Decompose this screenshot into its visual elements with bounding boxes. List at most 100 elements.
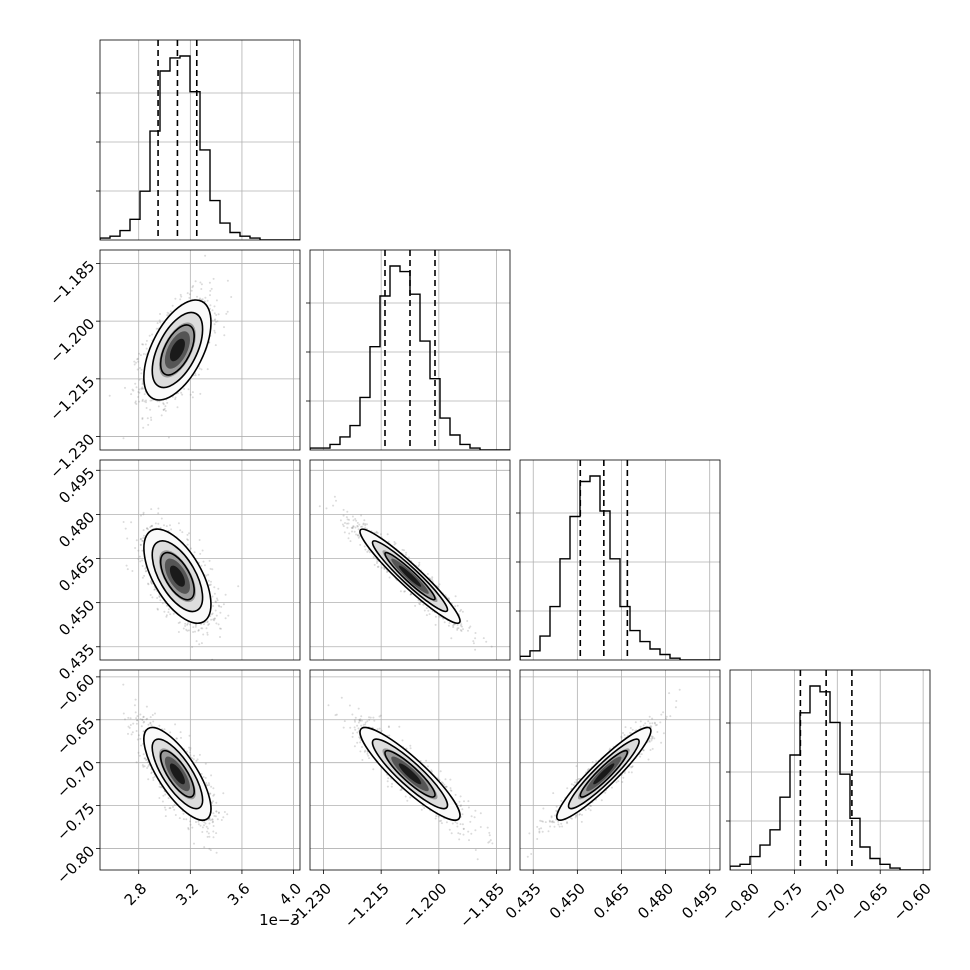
density-level: [398, 565, 422, 587]
scatter-point: [207, 579, 210, 582]
scatter-point: [393, 541, 396, 543]
panel-frame: [99, 249, 301, 451]
scatter-point: [201, 298, 204, 301]
scatter-point: [223, 334, 226, 337]
scatter-point: [188, 629, 190, 632]
scatter-point: [137, 360, 140, 363]
scatter-point: [195, 640, 198, 643]
scatter-point: [166, 604, 168, 607]
scatter-point: [191, 646, 194, 648]
scatter-point: [141, 343, 144, 346]
scatter-point: [150, 581, 152, 583]
scatter-point: [376, 560, 379, 563]
scatter-point: [346, 526, 349, 529]
scatter-point: [214, 609, 217, 612]
scatter-point: [351, 527, 354, 530]
scatter-point: [173, 803, 176, 806]
scatter-point: [136, 357, 139, 360]
scatter-point: [456, 628, 459, 631]
scatter-point: [145, 527, 148, 530]
scatter-point: [339, 519, 342, 522]
scatter-point: [209, 289, 212, 292]
scatter-point: [217, 812, 220, 814]
scatter-point: [198, 367, 201, 370]
scatter-point: [178, 817, 181, 820]
scatter-point: [142, 730, 145, 733]
scatter-point: [204, 254, 207, 257]
contour-line: [151, 540, 204, 613]
scatter-point: [213, 312, 216, 315]
scatter-point: [135, 403, 138, 405]
scatter-point: [141, 539, 144, 542]
scatter-point: [187, 827, 190, 829]
scatter-point: [193, 754, 195, 757]
scatter-point: [206, 631, 209, 634]
scatter-point: [141, 559, 144, 562]
scatter-point: [352, 525, 355, 528]
scatter-point: [177, 631, 180, 633]
scatter-point: [354, 526, 357, 529]
scatter-point: [188, 532, 190, 535]
scatter-point: [394, 542, 397, 545]
scatter-point: [188, 296, 191, 299]
scatter-point: [376, 562, 378, 564]
scatter-point: [190, 289, 193, 292]
scatter-point: [442, 617, 445, 620]
scatter-point: [166, 314, 169, 317]
scatter-point: [139, 538, 142, 541]
panel-frame: [309, 459, 511, 661]
scatter-point: [143, 574, 146, 577]
scatter-point: [199, 392, 202, 395]
scatter-point: [194, 280, 197, 283]
scatter-point: [169, 613, 172, 616]
scatter-point: [133, 704, 136, 707]
scatter-point: [364, 548, 367, 551]
scatter-point: [178, 621, 181, 624]
scatter-point: [346, 522, 348, 525]
scatter-point: [165, 525, 168, 528]
scatter-point: [459, 610, 462, 613]
scatter-point: [363, 545, 366, 548]
scatter-point: [146, 527, 149, 530]
scatter-point: [216, 599, 219, 602]
scatter-point: [220, 627, 222, 630]
scatter-point: [386, 533, 389, 536]
scatter-point: [150, 772, 153, 775]
scatter-point: [141, 417, 144, 419]
scatter-point: [197, 823, 200, 826]
scatter-point: [167, 436, 170, 439]
scatter-point: [215, 601, 217, 604]
contour-line: [371, 540, 449, 613]
scatter-point: [194, 625, 197, 628]
scatter-point: [157, 507, 160, 510]
scatter-point: [354, 518, 357, 520]
scatter-point: [198, 753, 201, 756]
scatter-point: [210, 785, 213, 788]
scatter-point: [184, 622, 187, 625]
scatter-point: [147, 582, 149, 585]
scatter-point: [218, 605, 221, 608]
scatter-point: [138, 352, 141, 355]
scatter-point: [151, 524, 154, 527]
scatter-point: [438, 583, 441, 586]
scatter-point: [474, 637, 477, 640]
scatter-point: [158, 596, 161, 598]
scatter-point: [460, 608, 463, 611]
scatter-point: [425, 614, 428, 617]
scatter-point: [427, 609, 430, 612]
scatter-point: [341, 523, 344, 526]
scatter-point: [137, 391, 140, 393]
scatter-point: [122, 712, 125, 715]
scatter-point: [200, 564, 203, 567]
scatter-point: [212, 618, 215, 621]
scatter-point: [142, 529, 145, 532]
scatter-point: [108, 394, 111, 397]
scatter-point: [356, 524, 359, 527]
scatter-point: [146, 417, 149, 420]
scatter-point: [361, 525, 364, 528]
scatter-point: [159, 599, 162, 602]
scatter-point: [362, 522, 365, 525]
scatter-point: [122, 683, 125, 686]
scatter-point: [386, 571, 388, 573]
scatter-point: [350, 526, 353, 529]
